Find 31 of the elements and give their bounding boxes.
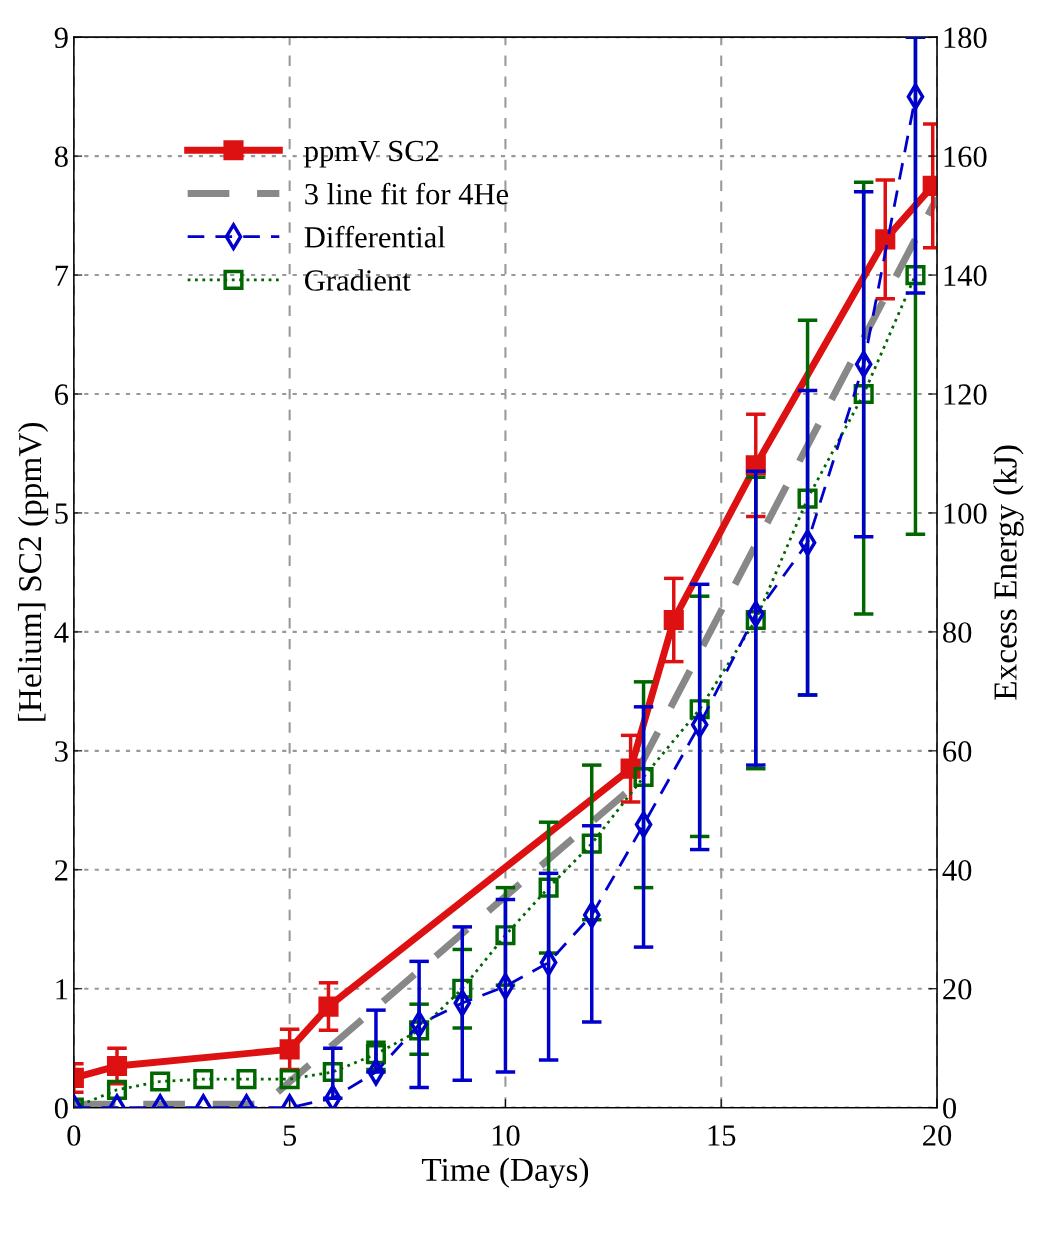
y2-tick-label: 60 <box>943 741 972 762</box>
y-tick-label: 3 <box>55 741 68 762</box>
y2-tick-label: 140 <box>944 265 987 286</box>
y-tick-label: 8 <box>54 146 68 168</box>
y-tick-label: 9 <box>54 27 68 49</box>
y-tick-label: 4 <box>54 622 69 643</box>
x-tick-label: 10 <box>492 1125 520 1146</box>
y2-tick-label: 180 <box>944 27 987 49</box>
legend-label: Differential <box>304 225 446 248</box>
y2-tick-label: 0 <box>943 1097 957 1119</box>
x-axis-title: Time (Days) <box>421 1157 589 1188</box>
y-axis-title: [Helium] SC2 (ppmV) <box>17 422 49 721</box>
y2-tick-label: 120 <box>944 384 987 405</box>
x-tick-label: 20 <box>923 1125 952 1146</box>
y2-tick-label: 20 <box>943 979 972 1000</box>
y2-tick-label: 160 <box>944 146 987 168</box>
y-tick-label: 5 <box>55 503 68 524</box>
y2-axis-title: Excess Energy (kJ) <box>993 445 1024 700</box>
y2-tick-label: 100 <box>944 503 987 524</box>
x-tick-label: 5 <box>283 1125 297 1146</box>
y2-tick-label: 80 <box>943 622 972 643</box>
y2-tick-label: 40 <box>942 860 972 881</box>
legend-label: Gradient <box>305 269 411 291</box>
y-tick-label: 2 <box>55 860 68 881</box>
y-tick-label: 7 <box>55 265 69 286</box>
legend-label: ppmV SC2 <box>304 140 439 168</box>
legend-label: 3 line fit for 4He <box>305 182 509 205</box>
x-tick-label: 15 <box>708 1125 736 1146</box>
y-tick-label: 6 <box>55 384 69 405</box>
y-tick-label: 1 <box>56 979 68 1000</box>
y-tick-label: 0 <box>54 1097 68 1119</box>
